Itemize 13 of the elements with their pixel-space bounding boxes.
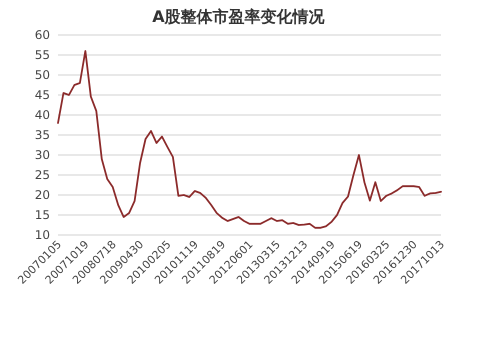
y-tick-label: 20 [34,188,50,202]
y-tick-label: 30 [34,148,50,162]
line-series [57,50,442,229]
y-tick-label: 35 [34,128,50,142]
chart-title: A股整体市盈率变化情况 [152,7,326,26]
y-tick-label: 10 [34,228,50,242]
y-tick-label: 15 [34,208,50,222]
y-tick-label: 40 [34,108,50,122]
y-tick-label: 60 [34,28,50,42]
y-tick-label: 25 [34,168,50,182]
y-tick-label: 45 [34,88,50,102]
y-tick-label: 50 [34,68,50,82]
y-tick-label: 55 [34,48,50,62]
